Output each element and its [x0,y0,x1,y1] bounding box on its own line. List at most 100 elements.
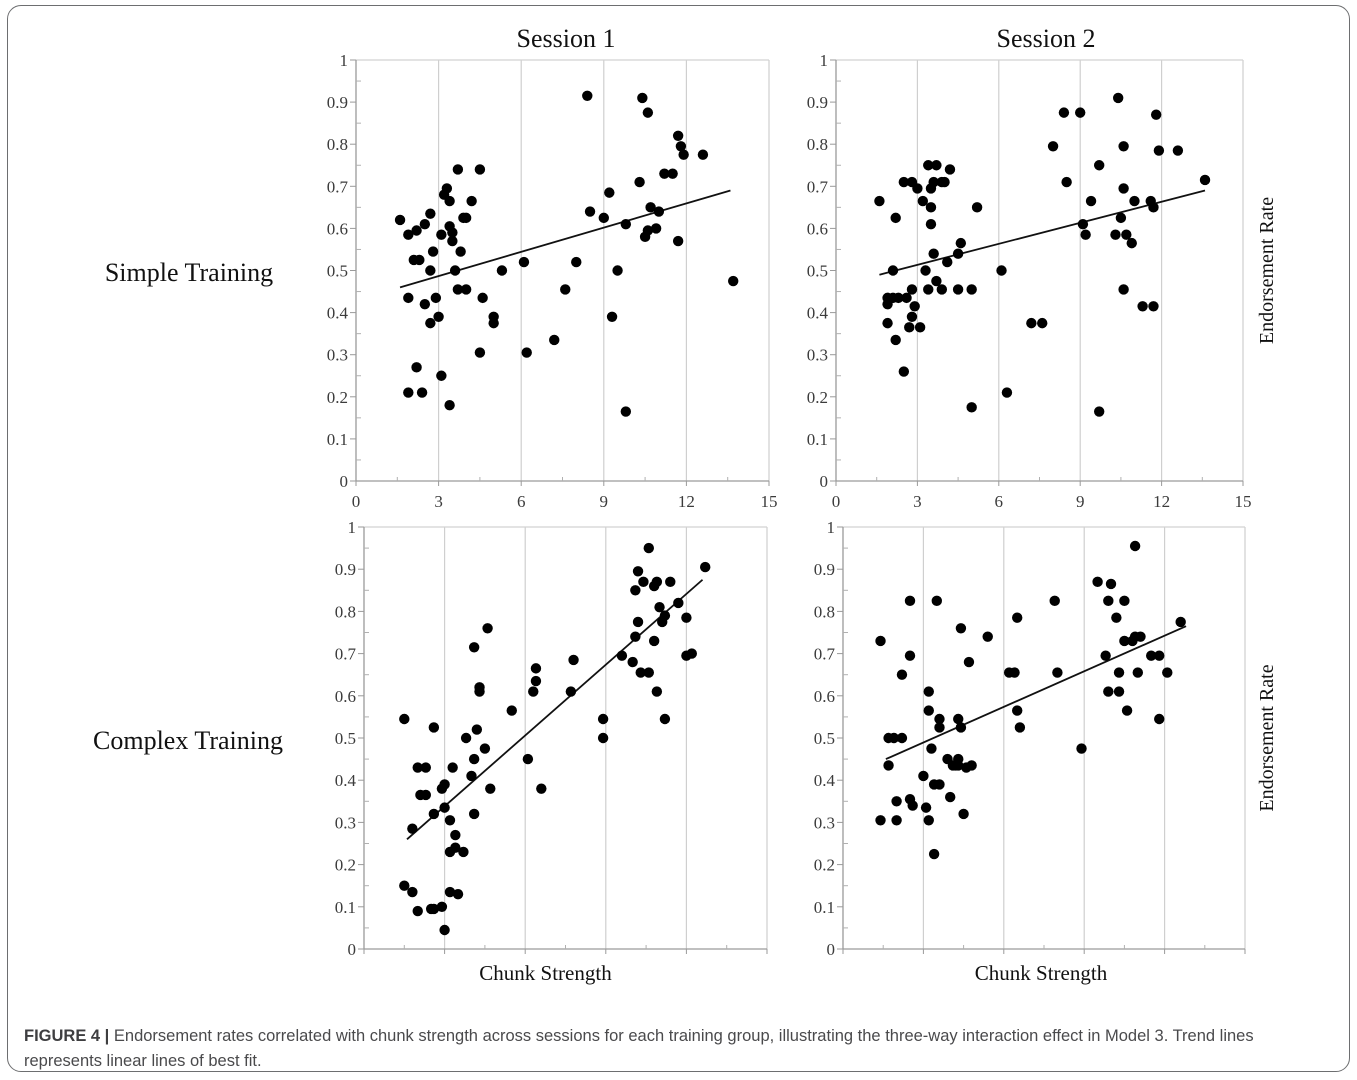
y-tick-label: 0.7 [327,177,349,196]
data-point [1026,317,1037,329]
data-point [923,815,934,826]
data-point [934,722,945,733]
y-tick-label: 0.9 [327,93,348,112]
data-point [394,214,406,226]
data-point [1075,107,1086,118]
y-tick-label: 0 [340,472,349,491]
data-point [645,202,656,213]
y-tick-label: 0.9 [814,560,835,579]
data-point [458,846,469,858]
data-point [474,347,486,358]
data-point [407,886,418,898]
data-point [931,275,942,287]
data-point [963,656,975,668]
y-tick-label: 0.1 [335,898,356,917]
data-point [584,206,596,217]
data-point [651,576,663,588]
y-tick-label: 1 [820,51,829,70]
data-point [944,164,956,175]
data-point [638,576,649,588]
data-point [648,635,660,647]
y-tick-label: 0.6 [807,219,828,238]
y-tick-label: 0.3 [327,346,348,365]
data-point [414,254,425,266]
data-point [436,229,447,240]
data-point [1132,667,1144,678]
data-point [1148,301,1159,312]
data-point [549,334,560,346]
y-tick-label: 0.2 [327,388,348,407]
data-point [460,732,472,744]
data-point [923,160,934,171]
data-point [403,292,414,304]
data-point [560,284,571,295]
y-tick-label: 0.3 [807,346,828,365]
data-point [925,218,937,230]
y-tick-label: 0.2 [335,856,356,875]
data-point [1076,743,1087,754]
data-point [642,107,654,118]
data-point [620,218,632,230]
data-point [966,284,977,295]
data-point [931,160,942,171]
data-point [474,686,485,697]
data-point [642,225,654,236]
data-point [518,256,530,268]
data-point [643,542,654,554]
data-point [665,576,676,588]
data-point [1172,145,1184,156]
data-point [452,888,464,900]
y-tick-label: 0.3 [814,813,835,832]
data-point [1012,612,1023,623]
data-point [898,176,910,188]
data-point [571,256,582,268]
data-point [598,212,609,224]
data-point [521,347,532,358]
data-point [918,770,929,782]
data-point [890,212,901,224]
data-point [412,905,423,917]
x-tick-label: 12 [678,492,695,511]
y-tick-label: 0.7 [814,645,836,664]
data-point [1080,229,1091,240]
data-point [632,616,644,628]
data-point [1118,183,1129,194]
data-point [452,284,464,295]
data-point [428,722,440,733]
y-tick-label: 0.2 [814,856,835,875]
x-axis-label: Chunk Strength [479,961,612,985]
caption-label: FIGURE 4 | [24,1027,110,1045]
data-point [528,686,539,697]
data-point [616,650,628,661]
data-point [439,802,450,813]
data-point [1129,195,1140,207]
data-point [1093,406,1105,417]
data-point [887,265,899,276]
y-tick-label: 0.8 [807,135,828,154]
data-point [565,686,577,697]
data-point [904,595,916,607]
data-point [1121,705,1133,716]
row-label-complex-training: Complex Training [93,726,283,755]
data-point [923,284,934,295]
data-point [672,130,684,141]
data-point [466,770,477,782]
data-point [926,743,937,754]
data-point [627,656,638,668]
data-point [1118,141,1129,152]
data-point [436,901,448,912]
data-point [403,229,414,240]
y-tick-label: 0.4 [807,304,829,323]
data-point [923,705,934,716]
data-point [420,789,431,801]
data-point [1077,218,1089,230]
data-point [945,791,956,803]
figure-frame [7,5,1350,1072]
data-point [468,808,480,820]
y-tick-label: 0.7 [335,645,357,664]
data-point [1049,595,1060,607]
data-point [673,597,684,609]
data-point [606,311,618,323]
data-point [450,829,461,841]
y-tick-label: 0.8 [335,602,356,621]
